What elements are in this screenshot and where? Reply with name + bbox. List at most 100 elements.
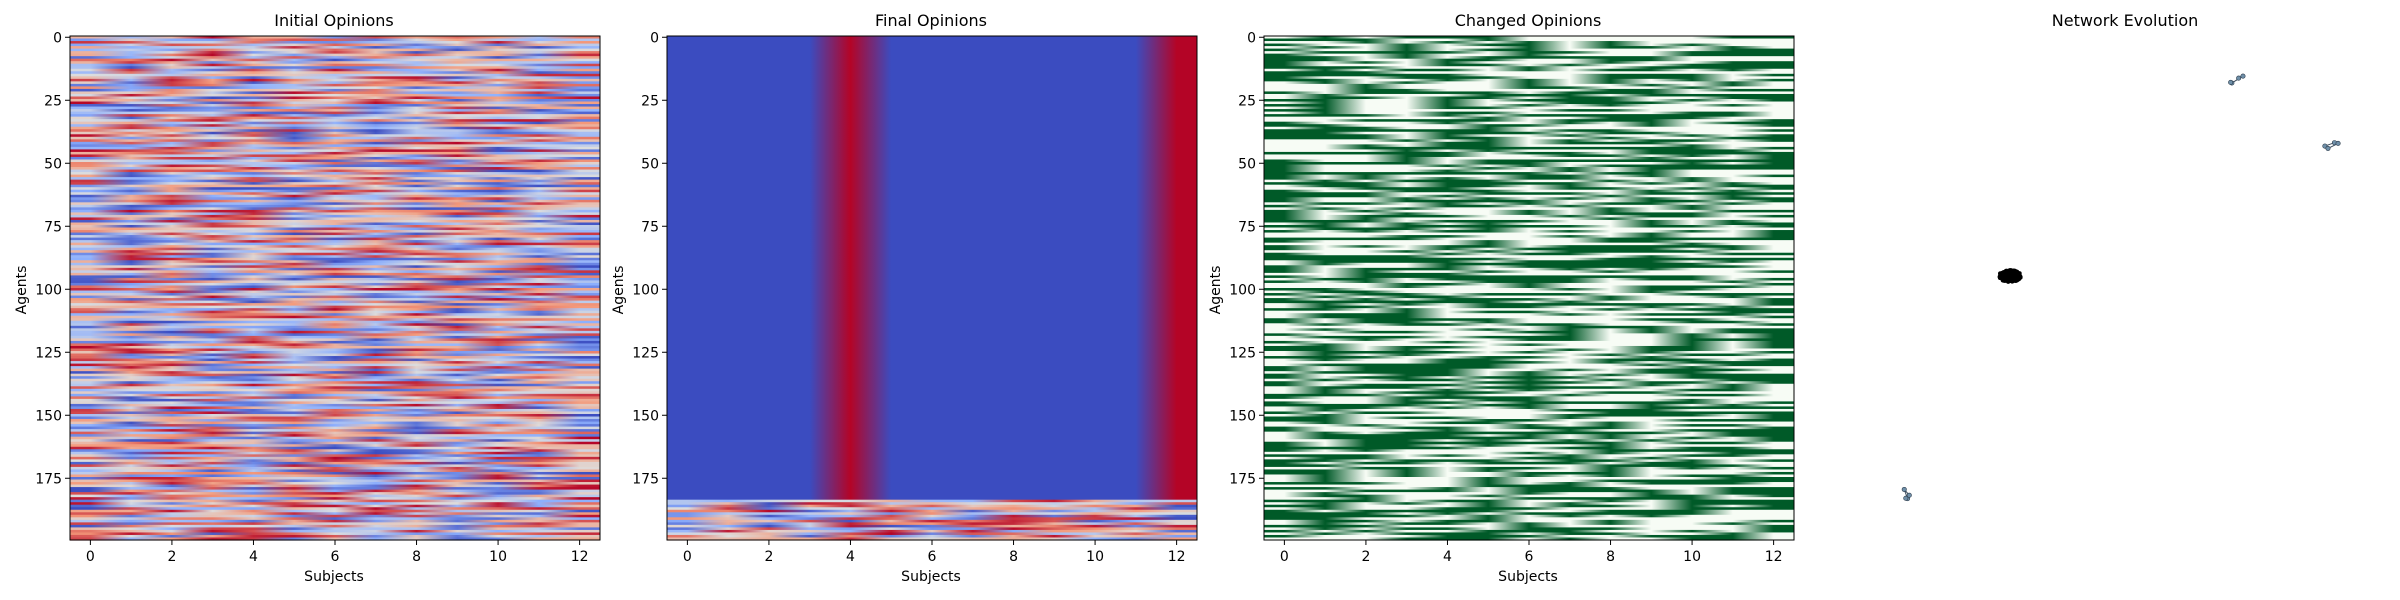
heatmap-row (70, 134, 600, 138)
heatmap-row (667, 459, 1197, 463)
heatmap-row (70, 325, 600, 329)
heatmap-row (1264, 86, 1794, 90)
y-tick-label: 175 (35, 471, 62, 487)
heatmap-row (1264, 454, 1794, 458)
network-node (1901, 486, 1907, 492)
heatmap-row (1264, 177, 1794, 181)
heatmap-row (1264, 68, 1794, 72)
heatmap-row (667, 192, 1197, 196)
heatmap-row (1264, 214, 1794, 219)
heatmap-row (70, 126, 600, 130)
heatmap-row (70, 255, 600, 259)
final-opinions-xlabel: Subjects (901, 569, 961, 585)
x-tick-label: 12 (1765, 549, 1783, 565)
heatmap-row (70, 106, 600, 110)
heatmap-row (70, 439, 600, 443)
heatmap-row (70, 434, 600, 438)
heatmap-row (667, 534, 1197, 539)
heatmap-row (667, 116, 1197, 120)
heatmap-row (1264, 282, 1794, 287)
heatmap-row (1264, 366, 1794, 370)
heatmap-row (70, 167, 600, 171)
heatmap-row (667, 293, 1197, 297)
heatmap-row (1264, 58, 1794, 62)
heatmap-row (667, 46, 1197, 50)
heatmap-row (70, 421, 600, 425)
x-tick-label: 6 (1525, 549, 1534, 565)
heatmap-row (1264, 497, 1794, 501)
heatmap-row (1264, 93, 1794, 98)
heatmap-row (667, 124, 1197, 128)
heatmap-row (70, 151, 600, 156)
heatmap-row (70, 408, 600, 413)
heatmap-row (70, 76, 600, 80)
heatmap-row (1264, 247, 1794, 251)
heatmap-row (1264, 345, 1794, 350)
heatmap-row (70, 260, 600, 264)
heatmap-row (70, 227, 600, 231)
heatmap-row (70, 499, 600, 503)
heatmap-row (70, 83, 600, 87)
heatmap-row (667, 149, 1197, 153)
y-tick-label: 75 (44, 219, 62, 235)
heatmap-0 (70, 36, 600, 541)
heatmap-row (70, 282, 600, 287)
heatmap-row (70, 303, 600, 307)
heatmap-row (70, 290, 600, 294)
heatmap-row (667, 156, 1197, 161)
heatmap-row (1264, 338, 1794, 342)
x-tick-label: 8 (412, 549, 421, 565)
heatmap-row (667, 285, 1197, 289)
x-tick-label: 10 (1086, 549, 1104, 565)
heatmap-row (70, 345, 600, 350)
heatmap-row (1264, 222, 1794, 226)
heatmap-1 (667, 36, 1197, 541)
heatmap-row (70, 214, 600, 219)
x-tick-label: 4 (249, 549, 258, 565)
heatmap-row (1264, 240, 1794, 244)
heatmap-row (1264, 232, 1794, 236)
x-tick-label: 2 (167, 549, 176, 565)
heatmap-row (70, 63, 600, 67)
heatmap-row (1264, 434, 1794, 438)
initial-opinions-xlabel: Subjects (304, 569, 364, 585)
heatmap-row (667, 444, 1197, 448)
heatmap-row (667, 308, 1197, 312)
heatmap-row (667, 41, 1197, 45)
heatmap-row (70, 504, 600, 508)
heatmap-row (70, 277, 600, 282)
heatmap-row (1264, 56, 1794, 60)
heatmap-row (667, 345, 1197, 350)
heatmap-row (667, 446, 1197, 450)
heatmap-row (667, 61, 1197, 65)
heatmap-row (667, 343, 1197, 347)
heatmap-row (1264, 444, 1794, 448)
heatmap-row (667, 169, 1197, 173)
heatmap-row (667, 179, 1197, 183)
heatmap-row (667, 207, 1197, 211)
heatmap-row (1264, 230, 1794, 234)
heatmap-row (667, 403, 1197, 408)
y-tick-label: 75 (1238, 219, 1256, 235)
y-tick-label: 0 (650, 30, 659, 46)
heatmap-row (70, 250, 600, 254)
heatmap-row (1264, 381, 1794, 385)
initial-opinions-title: Initial Opinions (274, 11, 394, 30)
changed-opinions-title: Changed Opinions (1454, 11, 1602, 30)
heatmap-row (70, 56, 600, 60)
heatmap-row (667, 242, 1197, 246)
heatmap-row (667, 262, 1197, 266)
heatmap-row (667, 146, 1197, 150)
heatmap-row (667, 376, 1197, 380)
heatmap-row (70, 288, 600, 292)
heatmap-row (1264, 371, 1794, 375)
heatmap-row (1264, 43, 1794, 47)
heatmap-row (1264, 255, 1794, 259)
heatmap-row (667, 131, 1197, 135)
heatmap-row (1264, 449, 1794, 453)
heatmap-row (667, 338, 1197, 342)
x-tick-label: 2 (1361, 549, 1370, 565)
heatmap-row (1264, 328, 1794, 332)
heatmap-row (70, 182, 600, 186)
heatmap-row (70, 189, 600, 193)
